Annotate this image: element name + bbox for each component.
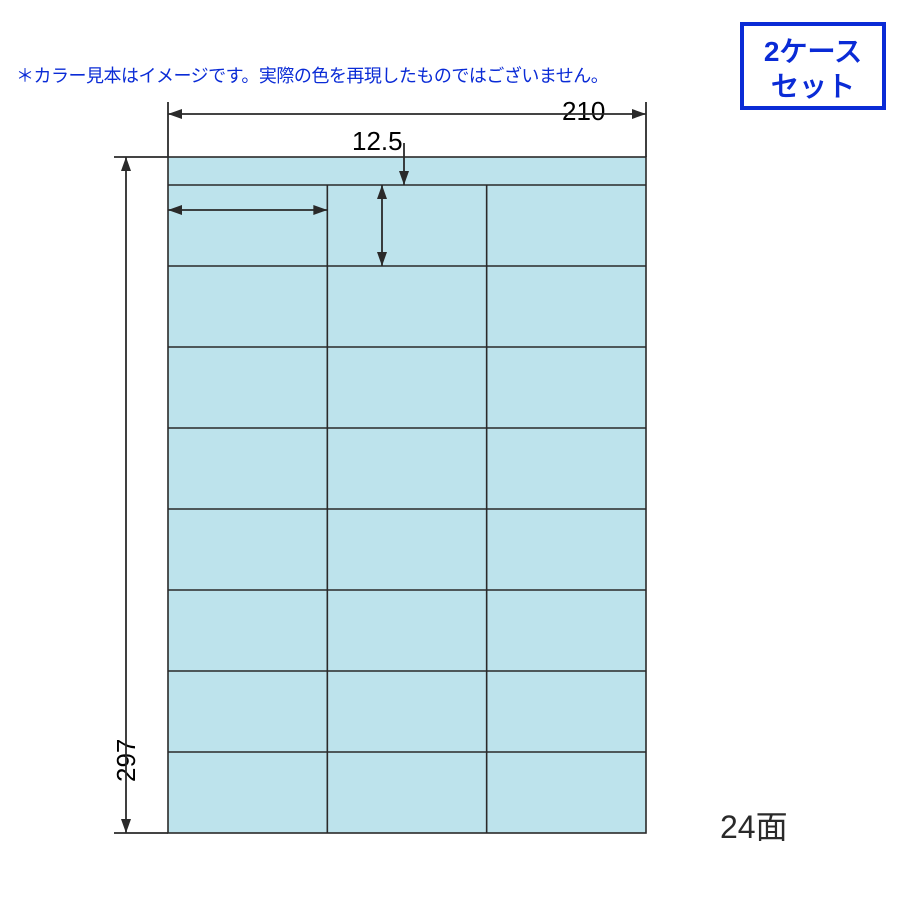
label-sheet-diagram: [0, 0, 900, 900]
